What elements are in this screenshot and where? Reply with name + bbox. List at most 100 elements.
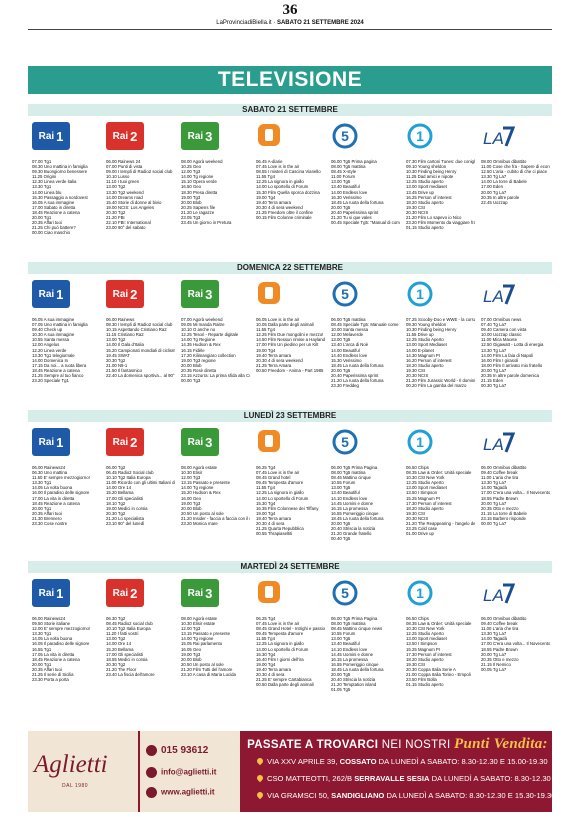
italia1-logo: 1 <box>407 580 433 606</box>
ad-logo-panel: Aglietti DAL 1980 <box>28 731 138 812</box>
program-item: 08.45 Speciale Tg5: Manuale come fare <box>331 322 400 328</box>
program-item: 23.40 La fiscia dell'amore <box>106 672 155 678</box>
ad-website[interactable]: www.aglietti.it <box>146 787 214 798</box>
program-item: 22.40 La domenica sportiva... al 90° <box>106 373 175 379</box>
channel-logo: 1 <box>406 280 475 308</box>
program-item: 14.00 Beautiful <box>331 347 360 353</box>
program-list: 07.25 Scooby-Doo e WWE - la corsa dei mi… <box>406 317 475 388</box>
program-item: 20.30 4 di sera weekend <box>256 204 303 210</box>
rai2-logo: Rai 2 <box>106 428 144 456</box>
store-town: SANDIGLIANO <box>331 791 385 800</box>
channel-logo: Rai 2 <box>106 280 175 308</box>
program-item: 16.15 La promessa <box>331 656 368 662</box>
program-item: 06.25 Tg4 <box>256 616 276 621</box>
program-item: 15.20 Campionati mondiali di ciclismo su… <box>106 347 175 353</box>
program-item: 20.30 NCIS <box>406 373 429 379</box>
program-item: 06.30 Tg2 <box>106 616 126 621</box>
location-pin-icon <box>255 756 265 766</box>
program-item: 21.25 Terra Amara <box>256 362 292 368</box>
program-item: 06.50 Chips <box>406 616 429 621</box>
program-item: 23.30 Porta a porta <box>32 677 69 683</box>
program-item: 21.30 Brennero <box>32 515 62 521</box>
program-list: 08.00 Omnibus dibattito 11.00 Cose che fr… <box>481 159 550 205</box>
program-list: 06.50 Chips 08.35 Law & Order: Unità spec… <box>406 616 475 687</box>
program-item: 15.05 Rai parlamento <box>181 641 223 647</box>
rai2-logo: Rai 2 <box>106 122 144 150</box>
program-item: 13.45 Drive up <box>406 189 434 195</box>
svg-text:LA: LA <box>483 586 504 605</box>
channel-column-canale5: 5 06.00 Tg5 Prima Pagina 08.00 Tg5 mattina… <box>331 573 400 692</box>
store-hours: DA LUNEDÌ A SABATO: 8.30-12.30 E 15.30-1… <box>386 791 556 800</box>
program-item: 20.30 Coppa Italia Serie A <box>406 666 456 672</box>
program-item: 13.00 Tg2 <box>106 184 126 190</box>
channel-column-rai2: Rai 2 06.00 Rainews 24 07.00 Punti di vista… <box>106 116 175 230</box>
channel-logo: Rai 1 <box>32 579 101 607</box>
program-item: 16.05 Geo <box>181 646 202 652</box>
program-item: 17.15 Da noi... a ruota libera <box>32 362 87 368</box>
program-item: 14.00 Tg regione <box>181 485 214 491</box>
canale5-logo: 5 <box>332 281 358 307</box>
program-item: 14.00 Endless love <box>331 189 368 195</box>
program-item: 08.35 Law & Order: Unità speciale <box>406 621 472 627</box>
rai1-logo: Rai 1 <box>32 122 70 150</box>
program-item: 14.00 La torre di Babele <box>481 179 527 185</box>
program-item: 23.00 90° del sabato <box>106 225 146 231</box>
program-item: 20.00 Tg La7 <box>481 189 507 195</box>
program-item: 12.25 Studio Aperto <box>406 480 444 486</box>
program-item: 13.50 I Simpson <box>406 641 438 647</box>
program-item: 12.00 Melaverde <box>331 332 364 338</box>
store-town: COSSATO <box>339 757 377 766</box>
program-item: 13.00 Tg5 <box>331 636 351 642</box>
program-item: 19.00 Tg3 <box>181 500 201 506</box>
program-item: 18.45 Reazione a catena <box>32 500 80 506</box>
program-item: 11.55 Tg4 <box>256 174 275 180</box>
program-item: 08.00 Tg5 mattina <box>331 164 366 170</box>
program-item: 12.25 Studio Aperto <box>406 337 444 343</box>
program-item: 09.40 Coffee break <box>481 621 518 627</box>
program-item: 19.40 Terra amara <box>256 199 292 205</box>
channel-logo: Rai 3 <box>181 428 250 456</box>
program-item: 19.30 CSI <box>406 204 426 210</box>
program-item: 14.10 Endless love <box>331 495 368 501</box>
program-list: 06.00 Rainews 24 07.00 Punti di vista 09.0… <box>106 159 175 230</box>
program-item: 21.15 La torre di Babele <box>481 510 527 516</box>
italia1-logo: 1 <box>407 281 433 307</box>
channel-column-rai3: Rai 3 08.00 Agorà estate 10.30 Elisir estat… <box>181 573 250 677</box>
program-list: 06.00 Rainews 08.30 I templi di Radio2 so… <box>106 317 175 378</box>
channel-column-la7: LA 06.00 Omnibus dibattito 09.40 Coffee br… <box>481 573 550 672</box>
program-item: 07.00 Omnibus news <box>481 317 522 322</box>
channel-column-rai3: Rai 3 07.00 Agorà weekend 09.05 Mi manda Ra… <box>181 274 250 383</box>
program-item: 20.25 Sapiens file <box>181 204 216 210</box>
rete4-logo <box>258 124 280 146</box>
program-list: 06.00 Rainews24 06.30 Uno mattina 11.50 E'… <box>32 465 101 526</box>
program-list: 06.00 Omnibus dibattito 09.40 Coffee brea… <box>481 616 550 672</box>
store-address: VIA GRAMSCI 50, <box>267 791 330 800</box>
program-item: 14.00 Tg Regione <box>181 337 216 343</box>
ad-email[interactable]: info@aglietti.it <box>146 767 216 778</box>
program-list: 06.00 Omnibus dibattito 09.40 Coffee brea… <box>481 465 550 526</box>
program-item: 23.20 Film Momento da viaggiare fra cose <box>406 220 475 226</box>
rete4-logo <box>258 581 280 603</box>
program-item: 20.35 Affari tuoi <box>32 220 62 226</box>
channel-column-canale5: 5 06.00 Tg5 Prima Pagina 08.00 Tg5 mattina… <box>331 422 400 541</box>
program-item: 00.55 Thrapiaseltiti <box>256 531 293 537</box>
svg-text:5: 5 <box>341 128 349 144</box>
program-list: 06.50 Chips 08.35 Law & Order: Unità spec… <box>406 465 475 536</box>
italia1-logo: 1 <box>407 429 433 455</box>
program-item: 23.10 A casa di Maria Lucida <box>181 672 236 678</box>
ad-phone[interactable]: 015 93612 <box>146 745 208 756</box>
program-item: 13.40 Beautiful <box>331 184 360 190</box>
program-item: 13.30 Tg1 <box>32 631 52 637</box>
program-item: 09.40 Coffee break <box>481 470 518 476</box>
day-title: SABATO 21 SETTEMBRE <box>28 104 552 116</box>
program-item: 14.00 Dreams road <box>106 194 143 200</box>
program-item: 13.15 Passato e presente <box>181 480 230 486</box>
program-item: 08.45 Mattino cinque news <box>331 626 383 632</box>
program-item: 15.30 Tg4 <box>256 651 276 657</box>
program-item: 11.00 L'aria che tira <box>481 626 519 632</box>
program-item: 06.00 Omnibus dibattito <box>481 465 527 470</box>
program-item: 23.50 Film Bolla <box>406 677 437 683</box>
program-item: 14.00 Tg regione <box>181 636 214 642</box>
day-title: DOMENICA 22 SETTEMBRE <box>28 262 552 274</box>
program-item: 20.40 Striscia la notizia <box>331 677 376 683</box>
